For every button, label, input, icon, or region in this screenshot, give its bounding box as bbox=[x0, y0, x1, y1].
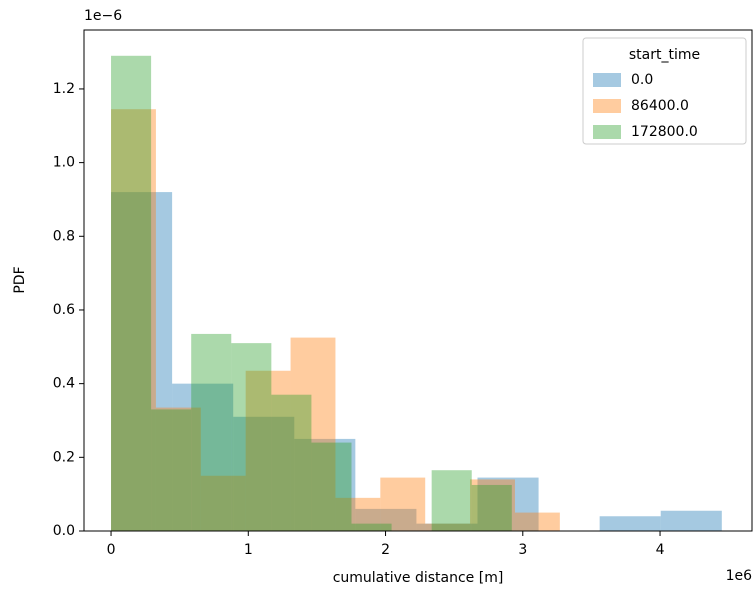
legend-box bbox=[582, 37, 747, 145]
x-tick-label: 4 bbox=[656, 542, 665, 558]
histogram-bar bbox=[245, 370, 291, 531]
histogram-bar bbox=[111, 109, 156, 531]
histogram-bar bbox=[231, 343, 272, 531]
histogram-bar bbox=[599, 516, 661, 531]
y-tick-label: 0.2 bbox=[53, 449, 75, 465]
histogram-bar bbox=[470, 479, 515, 531]
legend-swatch bbox=[593, 125, 621, 139]
histogram-bar bbox=[355, 508, 417, 531]
histogram-bar bbox=[431, 470, 472, 531]
histogram-bar bbox=[351, 523, 392, 531]
histogram-bar bbox=[335, 497, 381, 531]
x-tick-label: 1 bbox=[244, 542, 253, 558]
histogram-bar bbox=[155, 407, 201, 531]
legend-swatch bbox=[593, 99, 621, 113]
histogram-bar bbox=[660, 510, 722, 531]
x-axis-label: cumulative distance [m] bbox=[333, 570, 504, 586]
x-tick-label: 3 bbox=[518, 542, 527, 558]
histogram-bar bbox=[294, 438, 356, 531]
y-offset-label: 1e−6 bbox=[84, 8, 122, 24]
y-tick-label: 0.0 bbox=[53, 523, 75, 539]
legend-title: start_time bbox=[629, 47, 700, 63]
histogram-bar bbox=[151, 409, 192, 531]
histogram-bar bbox=[471, 484, 512, 531]
legend: start_time 0.0 86400.0 172800.0 bbox=[582, 37, 747, 145]
histogram-bar bbox=[271, 394, 312, 531]
histogram-bar bbox=[111, 55, 152, 531]
legend-swatch bbox=[593, 73, 621, 87]
y-tick-label: 1.0 bbox=[53, 155, 75, 171]
plot-frame bbox=[83, 29, 753, 532]
x-offset-label: 1e6 bbox=[726, 568, 753, 584]
y-tick-label: 0.8 bbox=[53, 228, 75, 244]
histogram-bar bbox=[311, 442, 352, 531]
legend-label: 86400.0 bbox=[631, 98, 689, 114]
y-axis-label: PDF bbox=[12, 266, 28, 293]
y-tick-label: 1.2 bbox=[53, 81, 75, 97]
histogram-bar bbox=[416, 523, 478, 531]
x-tick-label: 2 bbox=[381, 542, 390, 558]
histogram-bar bbox=[200, 475, 246, 531]
legend-label: 172800.0 bbox=[631, 124, 698, 140]
y-tick-label: 0.6 bbox=[53, 302, 75, 318]
legend-label: 0.0 bbox=[631, 72, 653, 88]
histogram-bar bbox=[290, 337, 336, 531]
histogram-bar bbox=[380, 477, 426, 531]
x-tick-label: 0 bbox=[107, 542, 116, 558]
histogram-bar bbox=[425, 523, 471, 531]
histogram-bar bbox=[233, 416, 295, 531]
histogram-bar bbox=[191, 333, 232, 531]
histogram-bar bbox=[111, 192, 173, 531]
histogram-bar bbox=[477, 477, 539, 531]
histogram-bar bbox=[514, 512, 560, 531]
y-tick-label: 0.4 bbox=[53, 376, 75, 392]
histogram-bar bbox=[172, 383, 234, 531]
